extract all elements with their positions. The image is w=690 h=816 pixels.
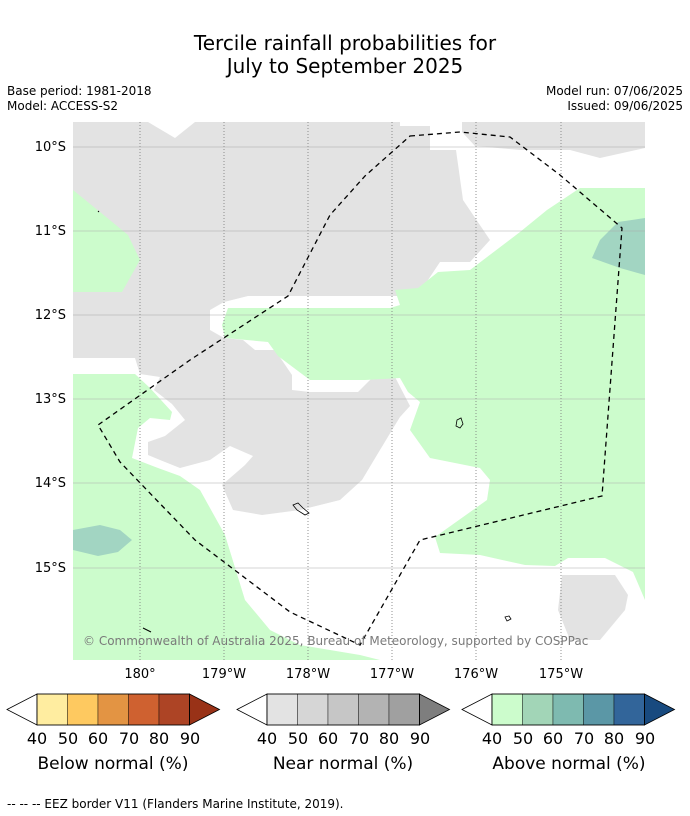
colorbar-above-normal	[461, 693, 676, 726]
colorbar-swatch	[266, 693, 298, 726]
colorbar-outline	[36, 693, 190, 726]
lon-label: 176°W	[454, 667, 498, 682]
tick-label: 90	[409, 729, 431, 748]
tick-label: 50	[57, 729, 79, 748]
tick-label: 70	[348, 729, 370, 748]
lon-label: 179°W	[202, 667, 246, 682]
colorbar-arrow-low	[236, 693, 268, 726]
above-normal-region-northwest	[73, 190, 140, 292]
colorbar-below-normal	[6, 693, 221, 726]
map-area	[73, 122, 645, 660]
above-normal-region-southwest	[73, 374, 380, 660]
tick-label: 70	[573, 729, 595, 748]
copyright-notice: © Commonwealth of Australia 2025, Bureau…	[83, 634, 588, 648]
base-period: Base period: 1981-2018	[7, 84, 152, 98]
tick-label: 60	[542, 729, 564, 748]
model-run: Model run: 07/06/2025	[545, 84, 683, 98]
lon-label: 178°W	[286, 667, 330, 682]
tick-label: 50	[287, 729, 309, 748]
colorbar-arrow-high	[419, 693, 451, 726]
lat-label: 13°S	[35, 392, 66, 407]
colorbar-swatch	[583, 693, 615, 726]
colorbar-outline	[266, 693, 420, 726]
colorbar-swatch	[36, 693, 68, 726]
issued-date: Issued: 09/06/2025	[567, 99, 683, 113]
title-line-2: July to September 2025	[226, 54, 464, 78]
colorbar-arrow-low	[6, 693, 38, 726]
tick-label: 40	[481, 729, 503, 748]
near-normal-region-southeast	[558, 575, 628, 640]
lon-label: 177°W	[370, 667, 414, 682]
colorbar-below-title: Below normal (%)	[37, 754, 189, 774]
colorbar-swatch	[97, 693, 129, 726]
lat-label: 11°S	[35, 224, 66, 239]
islands	[97, 210, 512, 633]
tick-label: 90	[634, 729, 656, 748]
longitude-labels: 180° 179°W 178°W 177°W 176°W 175°W	[124, 667, 583, 682]
tick-label: 40	[26, 729, 48, 748]
above-normal-region-teal-west	[73, 525, 132, 556]
island-4	[142, 627, 152, 633]
island-3	[504, 615, 512, 622]
map-title: Tercile rainfall probabilities for July …	[0, 32, 690, 78]
colorbar-arrow-high	[189, 693, 221, 726]
colorbar-above-title: Above normal (%)	[492, 754, 646, 774]
island-2	[292, 502, 310, 516]
colorbar-swatch	[327, 693, 359, 726]
lat-label: 10°S	[35, 140, 66, 155]
meta-right: Model run: 07/06/2025 Issued: 09/06/2025	[546, 84, 683, 114]
above-normal-region-east	[222, 188, 645, 600]
lon-label: 175°W	[539, 667, 583, 682]
meta-left: Base period: 1981-2018 Model: ACCESS-S2	[7, 84, 152, 114]
colorbar-near-title: Near normal (%)	[272, 754, 414, 774]
tick-label: 90	[179, 729, 201, 748]
colorbar-swatch	[388, 693, 420, 726]
island-1	[455, 417, 464, 429]
above-normal-region-teal-east	[592, 218, 645, 275]
colorbar-swatch	[522, 693, 554, 726]
colorbar-swatch	[613, 693, 645, 726]
tick-label: 40	[256, 729, 278, 748]
lat-label: 14°S	[35, 476, 66, 491]
eez-footnote: -- -- -- EEZ border V11 (Flanders Marine…	[7, 797, 344, 811]
colorbar-swatch	[358, 693, 390, 726]
colorbar-swatch	[491, 693, 523, 726]
near-normal-regions	[73, 122, 645, 640]
model-name: Model: ACCESS-S2	[7, 99, 119, 113]
lat-label: 12°S	[35, 308, 66, 323]
lon-label: 180°	[124, 667, 155, 682]
latitude-labels: 10°S 11°S 12°S 13°S 14°S 15°S	[35, 140, 66, 576]
colorbar-swatch	[297, 693, 329, 726]
colorbar-arrow-high	[644, 693, 676, 726]
near-normal-region-northeast	[462, 122, 645, 158]
tick-label: 80	[378, 729, 400, 748]
tick-label: 80	[148, 729, 170, 748]
colorbar-arrow-low	[461, 693, 493, 726]
colorbar-swatch	[158, 693, 190, 726]
tick-label: 50	[512, 729, 534, 748]
tick-label: 60	[87, 729, 109, 748]
title-line-1: Tercile rainfall probabilities for	[193, 31, 497, 55]
map-canvas: 10°S 11°S 12°S 13°S 14°S 15°S 180° 179°W…	[35, 122, 645, 682]
graticule	[73, 122, 645, 660]
colorbar-swatch	[552, 693, 584, 726]
colorbar-swatch	[67, 693, 99, 726]
lat-label: 15°S	[35, 561, 66, 576]
colorbar-outline	[491, 693, 645, 726]
colorbar-swatch	[128, 693, 160, 726]
tick-label: 80	[603, 729, 625, 748]
tick-label: 60	[317, 729, 339, 748]
colorbar-near-normal	[236, 693, 451, 726]
near-normal-region-north	[73, 122, 490, 515]
tick-label: 70	[118, 729, 140, 748]
island-5	[97, 210, 100, 213]
colorbars	[6, 693, 676, 726]
above-normal-regions	[73, 188, 645, 660]
